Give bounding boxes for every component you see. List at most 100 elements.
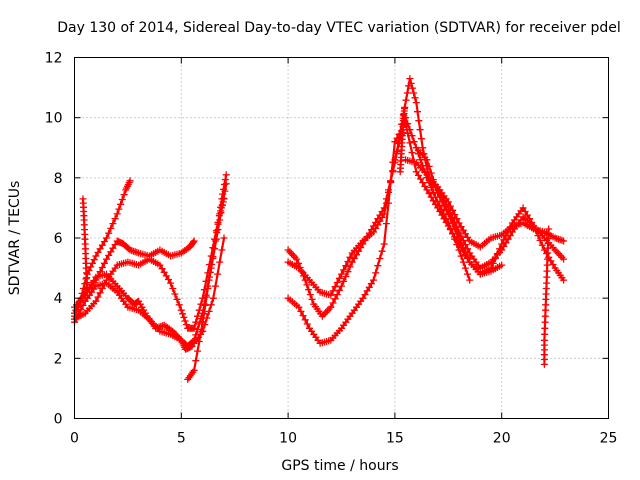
x-tick-label: 5 (177, 431, 186, 447)
data-point (92, 297, 100, 305)
data-point (543, 273, 551, 281)
data-point (327, 291, 335, 299)
data-point (407, 79, 415, 87)
data-point (103, 234, 110, 242)
data-series (71, 75, 568, 383)
x-tick-label: 25 (600, 431, 618, 447)
data-point (350, 255, 358, 262)
data-point (372, 269, 380, 277)
data-point (162, 272, 170, 280)
series-track-i (284, 120, 506, 347)
data-point (417, 156, 424, 164)
data-point (466, 276, 474, 284)
data-point (219, 190, 227, 198)
data-point (389, 158, 397, 166)
data-point (207, 301, 215, 309)
series-spike-b (396, 105, 408, 176)
data-point (90, 277, 98, 285)
data-point (457, 239, 465, 247)
data-point (541, 312, 549, 320)
data-point (353, 251, 360, 259)
data-point (491, 255, 499, 262)
data-point (459, 258, 467, 266)
data-point (94, 248, 102, 256)
data-point (442, 218, 450, 226)
data-point (103, 255, 110, 263)
data-point (438, 211, 446, 219)
data-point (206, 268, 214, 276)
data-point (340, 277, 348, 285)
x-tick-label: 20 (493, 431, 511, 447)
series-track-f (184, 171, 230, 383)
data-point (306, 291, 314, 299)
data-point (543, 267, 551, 275)
data-point (543, 261, 551, 269)
data-point (459, 244, 467, 252)
data-point (541, 324, 549, 332)
data-point (440, 215, 448, 223)
data-point (412, 168, 420, 176)
data-point (218, 195, 226, 203)
data-point (205, 276, 213, 284)
data-point (449, 220, 457, 228)
data-point (415, 117, 423, 125)
data-point (382, 220, 390, 228)
data-point (117, 200, 125, 208)
data-point (417, 135, 425, 143)
data-point (427, 193, 435, 201)
data-point (410, 138, 418, 146)
data-point (376, 255, 384, 262)
data-point (303, 320, 311, 328)
data-point (77, 306, 85, 314)
data-point (427, 169, 435, 177)
data-point (75, 310, 83, 318)
data-point (100, 259, 108, 267)
data-point (182, 321, 190, 329)
data-point (464, 270, 471, 278)
data-point (98, 241, 106, 249)
data-point (414, 171, 422, 179)
x-tick-label: 10 (279, 431, 297, 447)
data-point (214, 270, 222, 278)
data-point (218, 246, 226, 254)
data-point (204, 285, 212, 292)
data-point (457, 252, 465, 260)
data-point (308, 295, 316, 303)
series-spike-a (79, 195, 91, 296)
data-point (464, 233, 471, 241)
x-axis-title: GPS time / hours (281, 458, 398, 474)
data-point (455, 234, 463, 242)
data-point (372, 224, 380, 232)
data-point (432, 200, 439, 208)
data-point (83, 288, 91, 296)
data-point (523, 211, 531, 219)
data-point (541, 318, 549, 326)
data-point (192, 357, 200, 365)
data-point (197, 328, 205, 336)
data-point (410, 89, 418, 97)
data-point (212, 237, 219, 245)
data-point (560, 276, 568, 284)
data-point (560, 255, 568, 263)
data-point (190, 366, 198, 374)
series-spike-c (540, 225, 553, 368)
data-point (374, 262, 382, 270)
data-point (220, 234, 228, 242)
data-point (214, 220, 222, 228)
data-point (92, 252, 100, 260)
data-point (222, 171, 230, 179)
data-point (180, 313, 188, 321)
data-point (506, 223, 514, 231)
data-point (295, 303, 303, 311)
data-point (200, 310, 208, 318)
data-point (205, 307, 213, 315)
data-point (444, 222, 452, 230)
data-point (387, 179, 395, 187)
data-point (212, 282, 219, 290)
data-point (359, 294, 367, 302)
data-point (111, 241, 119, 249)
data-point (504, 227, 512, 235)
data-point (374, 221, 382, 229)
data-point (451, 233, 459, 241)
